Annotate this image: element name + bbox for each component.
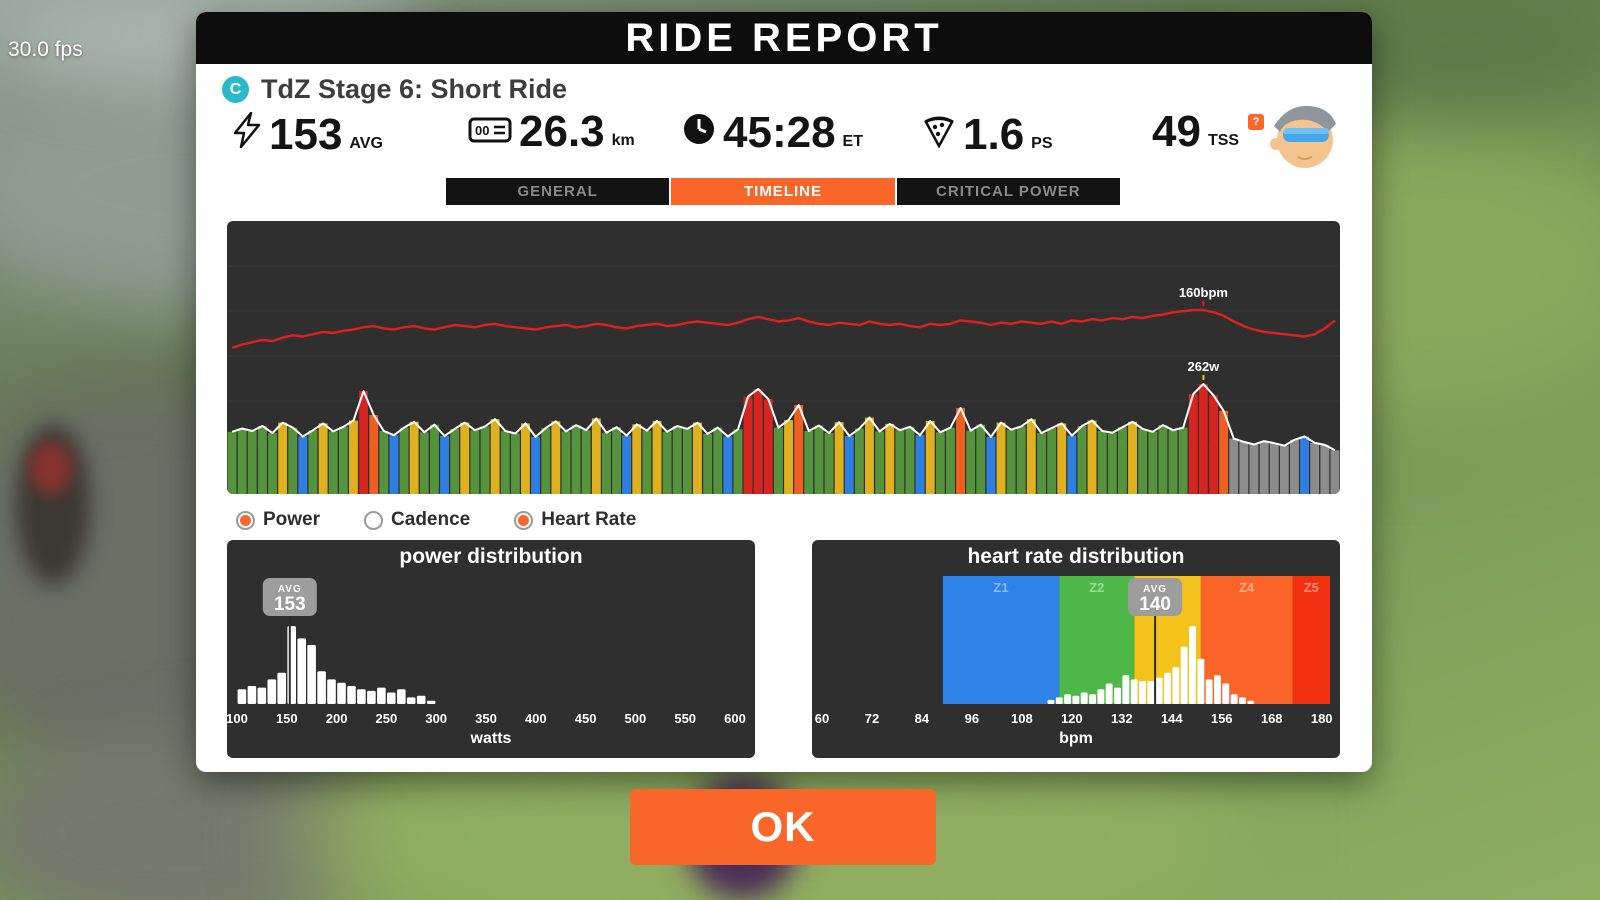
calories-value: 1.6 [963,110,1025,160]
stat-tss: 49 TSS ? [1152,107,1265,156]
svg-text:AVG: AVG [278,584,302,595]
svg-text:60: 60 [815,711,829,726]
avg-power-unit: AVG [349,135,383,152]
svg-text:500: 500 [625,711,647,726]
svg-text:132: 132 [1111,711,1133,726]
hr-distribution-title: heart rate distribution [967,545,1185,568]
hr-distribution-xlabel: bpm [1059,730,1093,747]
stat-calories: 1.6 PS [922,110,1053,160]
svg-text:00: 00 [475,123,489,138]
svg-text:96: 96 [965,711,979,726]
svg-text:140: 140 [1139,594,1171,615]
svg-text:Z4: Z4 [1239,580,1255,595]
svg-text:153: 153 [274,594,306,615]
svg-text:600: 600 [724,711,746,726]
dialog-title: RIDE REPORT [625,16,943,60]
tab-general[interactable]: GENERAL [446,178,670,205]
route-complete-badge: C [222,76,249,103]
svg-text:350: 350 [475,711,497,726]
svg-text:Z2: Z2 [1089,580,1104,595]
stat-avg-power: 153 AVG [232,110,383,160]
svg-text:108: 108 [1011,711,1033,726]
ok-button[interactable]: OK [630,789,936,865]
series-toggles: Power Cadence Heart Rate [236,509,636,531]
dialog-header: RIDE REPORT [196,12,1372,64]
svg-text:156: 156 [1211,711,1233,726]
rider-avatar [1258,98,1346,174]
svg-text:400: 400 [525,711,547,726]
odometer-icon: 00 [468,115,512,145]
svg-text:120: 120 [1061,711,1083,726]
elapsed-time-value: 45:28 [723,108,836,158]
elapsed-time-unit: ET [842,133,863,150]
svg-text:160bpm: 160bpm [1179,285,1228,300]
svg-text:168: 168 [1261,711,1283,726]
distance-unit: km [611,131,635,149]
tab-critical-power[interactable]: CRITICAL POWER [896,178,1120,205]
avg-power-value: 153 [269,110,343,160]
cadence-radio[interactable] [364,510,384,530]
heart-rate-radio[interactable] [514,510,534,530]
svg-text:250: 250 [376,711,398,726]
calories-unit: PS [1031,135,1053,152]
svg-text:Z5: Z5 [1304,580,1319,595]
stat-elapsed-time: 45:28 ET [682,108,863,158]
toggle-cadence[interactable]: Cadence [364,509,470,531]
toggle-heart-rate[interactable]: Heart Rate [514,509,636,531]
svg-text:84: 84 [915,711,930,726]
svg-text:550: 550 [674,711,696,726]
svg-text:200: 200 [326,711,348,726]
tss-unit: TSS [1207,131,1240,149]
svg-text:150: 150 [276,711,298,726]
svg-text:180: 180 [1311,711,1333,726]
svg-text:72: 72 [865,711,879,726]
svg-text:144: 144 [1161,711,1183,726]
ride-report-dialog: RIDE REPORT C TdZ Stage 6: Short Ride 15… [196,12,1372,772]
svg-text:262w: 262w [1187,359,1220,374]
distance-value: 26.3 [519,107,605,156]
tab-timeline[interactable]: TIMELINE [671,178,895,205]
power-distribution-title: power distribution [399,545,583,568]
svg-text:Z1: Z1 [993,580,1008,595]
tss-help-button[interactable]: ? [1248,113,1265,130]
timeline-chart: 160bpm 262w [227,265,1340,494]
ride-title: TdZ Stage 6: Short Ride [261,74,568,104]
tss-value: 49 [1152,107,1201,156]
svg-text:AVG: AVG [1143,584,1167,595]
hr-distribution-panel: heart rate distribution Z1Z2Z3Z4Z5AVG140… [812,540,1340,758]
svg-text:450: 450 [575,711,597,726]
background-cyclist-jersey [30,442,72,494]
power-toggle-label: Power [263,509,321,530]
report-tabs: GENERAL TIMELINE CRITICAL POWER [446,178,1120,205]
power-distribution-xlabel: watts [470,730,512,747]
ride-title-row: C TdZ Stage 6: Short Ride [222,74,567,105]
hr-distribution-chart: Z1Z2Z3Z4Z5AVG140607284961081201321441561… [815,576,1333,726]
pizza-slice-icon [922,112,956,149]
timeline-chart-panel: 160bpm 262w [227,221,1340,494]
lightning-bolt-icon [232,111,262,149]
toggle-power[interactable]: Power [236,509,320,531]
fps-counter: 30.0 fps [8,38,83,61]
heart-rate-toggle-label: Heart Rate [541,509,637,530]
stat-distance: 00 26.3 km [468,107,635,156]
clock-icon [682,112,716,146]
svg-text:300: 300 [425,711,447,726]
cadence-toggle-label: Cadence [391,509,471,530]
power-distribution-panel: power distribution AVG 153 100 150 200 250 300… [227,540,755,758]
power-radio[interactable] [236,510,255,530]
svg-text:100: 100 [227,711,248,726]
